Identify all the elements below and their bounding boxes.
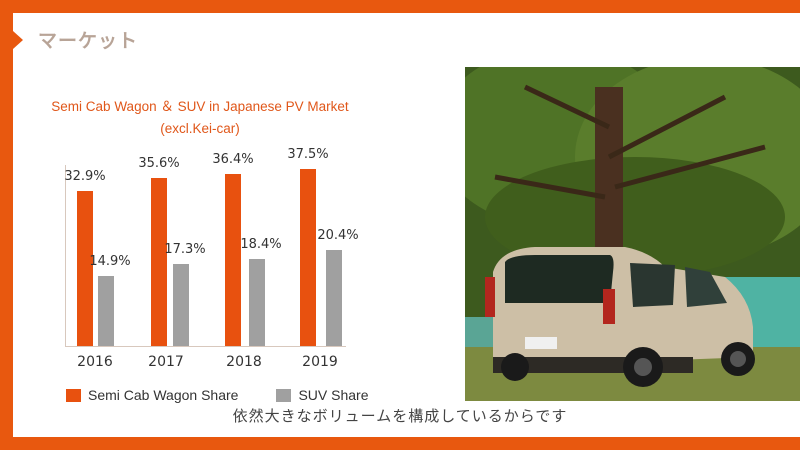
car-photo: [465, 67, 800, 401]
chart-subtitle: (excl.Kei-car): [160, 121, 240, 136]
bar-suv-2019: [326, 250, 342, 346]
bar-semi-2016: [77, 191, 93, 346]
x-tick-2018: 2018: [226, 354, 262, 370]
bar-semi-2018: [225, 174, 241, 346]
legend-item-semi: Semi Cab Wagon Share: [66, 387, 238, 403]
value-label-semi-2017: 35.6%: [138, 156, 180, 171]
legend-swatch-suv: [276, 388, 292, 402]
page-title: マーケット: [38, 30, 139, 52]
chart-x-axis: [65, 346, 346, 347]
value-label-semi-2018: 36.4%: [212, 152, 254, 167]
chart-y-axis: [65, 165, 66, 347]
value-label-suv-2016: 14.9%: [89, 254, 131, 269]
value-label-semi-2019: 37.5%: [287, 147, 329, 162]
bar-suv-2016: [98, 276, 114, 346]
value-label-suv-2018: 18.4%: [240, 237, 282, 252]
bar-semi-2017: [151, 178, 167, 346]
value-label-semi-2016: 32.9%: [64, 169, 106, 184]
value-label-suv-2017: 17.3%: [164, 242, 206, 257]
title-marker-notch: [13, 31, 23, 49]
subtitle-caption: 依然大きなボリュームを構成しているからです: [232, 407, 568, 425]
frame-left-bar: [0, 0, 13, 450]
bar-suv-2017: [173, 264, 189, 346]
value-label-suv-2019: 20.4%: [317, 228, 359, 243]
legend-swatch-semi: [66, 388, 81, 402]
x-tick-2017: 2017: [148, 354, 184, 370]
chart-title: Semi Cab Wagon ＆ SUV in Japanese PV Mark…: [51, 99, 349, 114]
car-photo-illustration: [465, 67, 800, 401]
chart-legend: Semi Cab Wagon Share SUV Share: [66, 387, 407, 403]
legend-item-suv: SUV Share: [276, 387, 369, 403]
x-tick-2019: 2019: [302, 354, 338, 370]
frame-bottom-bar: [0, 437, 800, 450]
frame-top-bar: [0, 0, 800, 13]
x-tick-2016: 2016: [77, 354, 113, 370]
bar-semi-2019: [300, 169, 316, 346]
legend-label-semi: Semi Cab Wagon Share: [88, 387, 239, 403]
bar-suv-2018: [249, 259, 265, 346]
legend-label-suv: SUV Share: [298, 387, 369, 403]
